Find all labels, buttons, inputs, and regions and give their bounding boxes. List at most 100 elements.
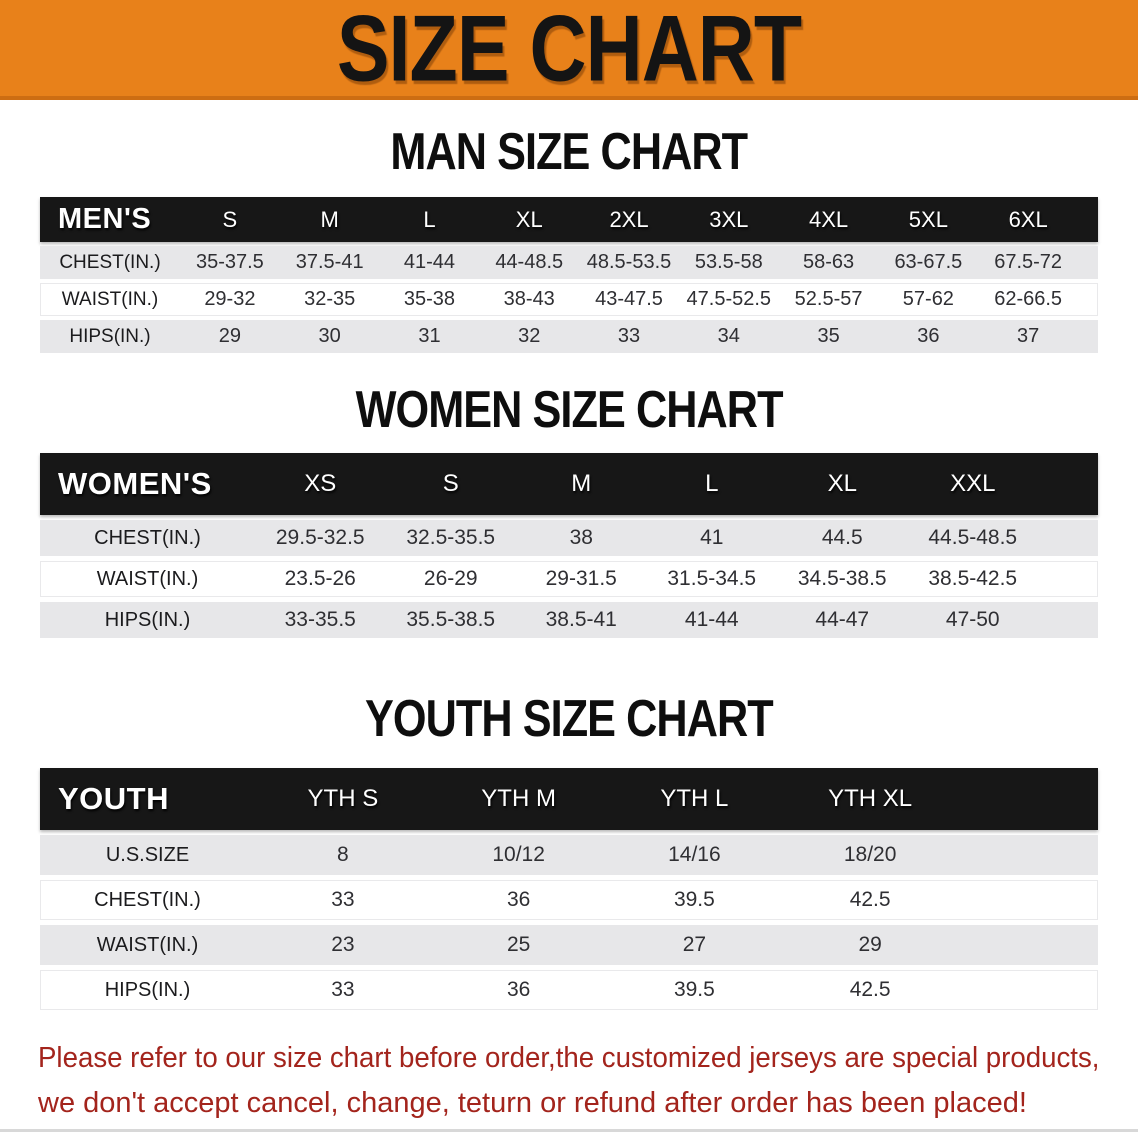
size-value-cell: 14/16 bbox=[668, 843, 721, 866]
size-column-header: YTH M bbox=[481, 785, 556, 812]
page-title: SIZE CHART bbox=[336, 0, 802, 101]
disclaimer-line-2: we don't accept cancel, change, teturn o… bbox=[38, 1087, 1027, 1119]
size-value-cell: 41 bbox=[700, 526, 724, 549]
row-label: CHEST(IN.) bbox=[94, 526, 201, 549]
size-value-cell: 63-67.5 bbox=[894, 251, 963, 273]
table-row: CHEST(IN.) 33 36 39.5 42.5 bbox=[40, 880, 1098, 920]
disclaimer: Please refer to our size chart before or… bbox=[0, 1010, 1138, 1126]
size-value-cell: 44-47 bbox=[815, 608, 870, 631]
size-column-header: XL bbox=[515, 206, 543, 232]
row-label: HIPS(IN.) bbox=[104, 608, 191, 631]
size-value-cell: 10/12 bbox=[492, 843, 545, 866]
size-column-header: XS bbox=[304, 470, 337, 497]
size-value-cell: 34.5-38.5 bbox=[797, 567, 887, 590]
size-value-cell: 62-66.5 bbox=[994, 288, 1063, 310]
size-value-cell: 36 bbox=[506, 978, 531, 1001]
table-row: HIPS(IN.) 33 36 39.5 42.5 bbox=[40, 970, 1098, 1010]
table-row: CHEST(IN.) 35-37.5 37.5-41 41-44 44-48.5 48.5… bbox=[40, 246, 1098, 279]
row-label: WAIST(IN.) bbox=[96, 567, 199, 590]
size-column-header: M bbox=[571, 470, 592, 497]
table-header-label: WOMEN'S bbox=[58, 466, 212, 501]
section-title-womens: WOMEN SIZE CHART bbox=[0, 379, 1138, 439]
size-value-cell: 44.5-48.5 bbox=[928, 526, 1018, 549]
table-row: HIPS(IN.) 33-35.5 35.5-38.5 38.5-41 41-44 44-… bbox=[40, 602, 1098, 638]
size-value-cell: 57-62 bbox=[902, 288, 954, 310]
size-column-header: 4XL bbox=[809, 206, 849, 232]
banner: SIZE CHART bbox=[0, 0, 1138, 100]
size-value-cell: 29 bbox=[218, 325, 242, 347]
table-header-label: MEN'S bbox=[58, 203, 152, 235]
size-value-cell: 33-35.5 bbox=[284, 608, 356, 631]
row-label: HIPS(IN.) bbox=[69, 325, 151, 347]
table-row: U.S.SIZE 8 10/12 14/16 18/20 bbox=[40, 835, 1098, 875]
section-title-text: WOMEN SIZE CHART bbox=[355, 379, 784, 439]
size-value-cell: 30 bbox=[318, 325, 341, 347]
size-value-cell: 52.5-57 bbox=[794, 288, 863, 310]
size-value-cell: 18/20 bbox=[843, 843, 897, 866]
table-row: CHEST(IN.) 29.5-32.5 32.5-35.5 38 41 44.5 44.5… bbox=[40, 520, 1098, 556]
size-value-cell: 39.5 bbox=[673, 978, 715, 1001]
size-column-header: XL bbox=[827, 470, 857, 497]
table-header: YOUTH YTH S YTH M YTH L YTH XL bbox=[40, 768, 1098, 830]
size-value-cell: 25 bbox=[506, 933, 531, 956]
size-value-cell: 35-38 bbox=[403, 288, 456, 310]
size-value-cell: 32 bbox=[518, 325, 541, 347]
section-title-text: YOUTH SIZE CHART bbox=[365, 688, 774, 748]
size-column-header: YTH L bbox=[660, 785, 729, 812]
size-column-header: S bbox=[442, 470, 459, 497]
size-value-cell: 35 bbox=[817, 325, 840, 347]
size-value-cell: 42.5 bbox=[849, 888, 891, 911]
size-column-header: 3XL bbox=[709, 206, 749, 232]
size-value-cell: 44-48.5 bbox=[495, 251, 564, 273]
size-value-cell: 27 bbox=[682, 933, 707, 956]
size-value-cell: 31.5-34.5 bbox=[667, 567, 757, 590]
size-value-cell: 33 bbox=[331, 978, 355, 1001]
size-value-cell: 29-32 bbox=[204, 288, 256, 310]
size-value-cell: 26-29 bbox=[423, 567, 478, 590]
size-value-cell: 23 bbox=[331, 933, 355, 956]
disclaimer-line-1: Please refer to our size chart before or… bbox=[38, 1042, 1100, 1074]
size-column-header: M bbox=[320, 206, 339, 232]
size-value-cell: 34 bbox=[717, 325, 740, 347]
size-value-cell: 38.5-42.5 bbox=[928, 567, 1018, 590]
size-column-header: S bbox=[222, 206, 238, 232]
row-label: CHEST(IN.) bbox=[94, 888, 201, 911]
row-label: U.S.SIZE bbox=[105, 843, 190, 866]
section-title-youth: YOUTH SIZE CHART bbox=[0, 688, 1138, 748]
size-value-cell: 33 bbox=[617, 325, 641, 347]
size-value-cell: 29.5-32.5 bbox=[275, 526, 365, 549]
size-value-cell: 38.5-41 bbox=[545, 608, 617, 631]
size-value-cell: 33 bbox=[331, 888, 355, 911]
size-value-cell: 38-43 bbox=[503, 288, 555, 310]
size-column-header: L bbox=[705, 470, 719, 497]
size-column-header: L bbox=[423, 206, 436, 232]
row-label: WAIST(IN.) bbox=[96, 933, 199, 956]
size-value-cell: 58-63 bbox=[803, 251, 855, 273]
size-table-youth: YOUTH YTH S YTH M YTH L YTH XL U.S.SIZE 8 10/12… bbox=[40, 768, 1098, 1010]
size-value-cell: 36 bbox=[917, 325, 940, 347]
size-value-cell: 8 bbox=[337, 843, 349, 866]
row-label: CHEST(IN.) bbox=[59, 251, 161, 273]
size-value-cell: 36 bbox=[506, 888, 531, 911]
size-value-cell: 39.5 bbox=[673, 888, 715, 911]
size-value-cell: 35-37.5 bbox=[195, 251, 264, 273]
size-value-cell: 42.5 bbox=[849, 978, 891, 1001]
table-header: WOMEN'S XS S M L XL XXL bbox=[40, 453, 1098, 515]
table-row: WAIST(IN.) 23.5-26 26-29 29-31.5 31.5-34.5 34… bbox=[40, 561, 1098, 597]
size-value-cell: 29 bbox=[858, 933, 882, 956]
size-value-cell: 38 bbox=[569, 526, 593, 549]
section-title-text: MAN SIZE CHART bbox=[390, 121, 749, 181]
table-row: WAIST(IN.) 29-32 32-35 35-38 38-43 43-47.5 47.… bbox=[40, 283, 1098, 316]
size-column-header: 2XL bbox=[609, 206, 649, 232]
size-table-mens: MEN'S S M L XL 2XL 3XL 4XL 5XL 6XL CHEST(IN.) 35-37… bbox=[40, 197, 1098, 353]
row-label: HIPS(IN.) bbox=[104, 978, 191, 1001]
size-value-cell: 35.5-38.5 bbox=[406, 608, 496, 631]
size-value-cell: 48.5-53.5 bbox=[586, 251, 672, 273]
table-header: MEN'S S M L XL 2XL 3XL 4XL 5XL 6XL bbox=[40, 197, 1098, 242]
sections: MAN SIZE CHART MEN'S S M L XL 2XL 3XL 4XL 5XL 6XL C… bbox=[0, 121, 1138, 1010]
size-section-mens: MAN SIZE CHART MEN'S S M L XL 2XL 3XL 4XL 5XL 6XL C… bbox=[0, 121, 1138, 353]
size-column-header: YTH XL bbox=[828, 785, 913, 812]
size-value-cell: 47.5-52.5 bbox=[686, 288, 772, 310]
size-table-womens: WOMEN'S XS S M L XL XXL CHEST(IN.) 29.5-32.5 32.5… bbox=[40, 453, 1098, 638]
size-value-cell: 31 bbox=[418, 325, 441, 347]
